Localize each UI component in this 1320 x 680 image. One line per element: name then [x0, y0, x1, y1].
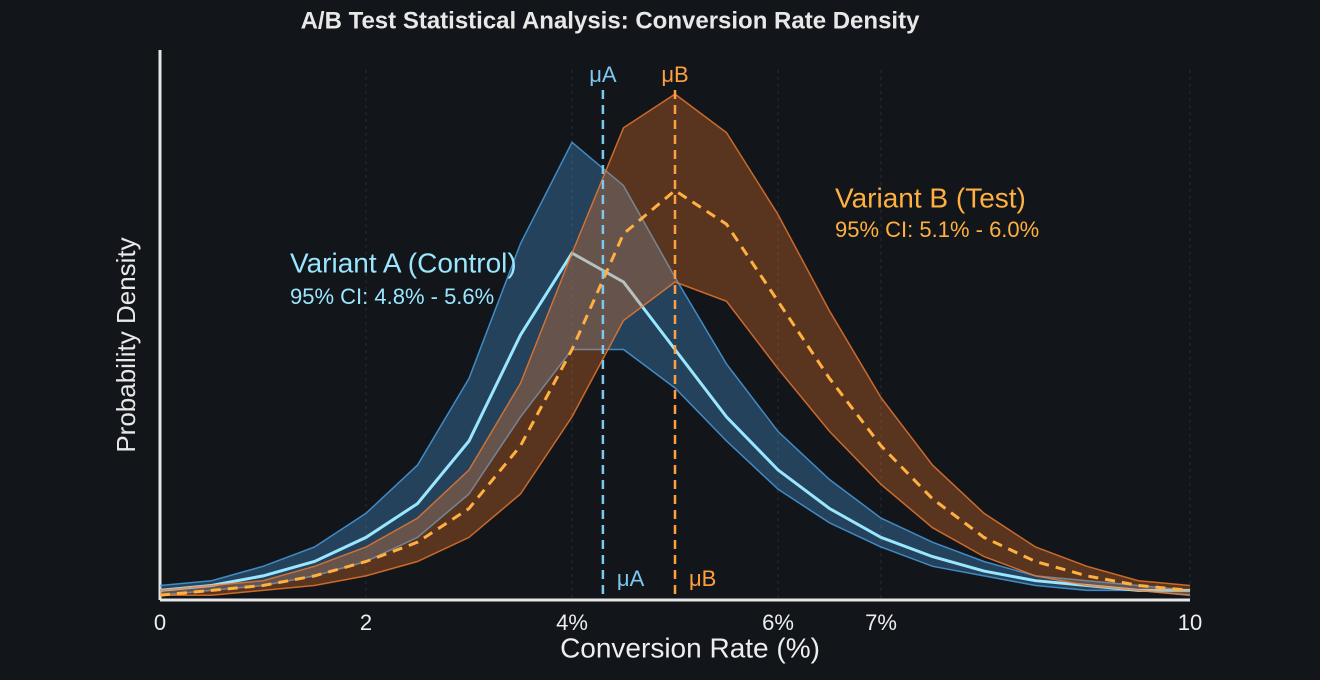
ci-label: 95% CI: 4.8% - 5.6% — [290, 284, 494, 309]
ci-band — [160, 94, 1190, 596]
x-tick-label: 10 — [1178, 610, 1202, 635]
x-tick-label: 6% — [762, 610, 794, 635]
mean-label: μA — [617, 566, 645, 591]
y-axis-label: Probability Density — [111, 237, 141, 452]
x-axis-label: Conversion Rate (%) — [560, 632, 820, 663]
x-tick-label: 4% — [556, 610, 588, 635]
mean-label: μB — [689, 566, 716, 591]
chart-title: A/B Test Statistical Analysis: Conversio… — [301, 7, 920, 34]
mean-label: μA — [589, 62, 617, 87]
mean-label: μB — [661, 62, 688, 87]
x-tick-label: 0 — [154, 610, 166, 635]
x-tick-label: 7% — [865, 610, 897, 635]
x-tick-label: 2 — [360, 610, 372, 635]
ci-lower — [160, 281, 1191, 596]
density-line — [159, 188, 1191, 597]
series-label: Variant A (Control) — [290, 247, 517, 278]
series-label: Variant B (Test) — [835, 182, 1026, 213]
ci-label: 95% CI: 5.1% - 6.0% — [835, 217, 1039, 242]
